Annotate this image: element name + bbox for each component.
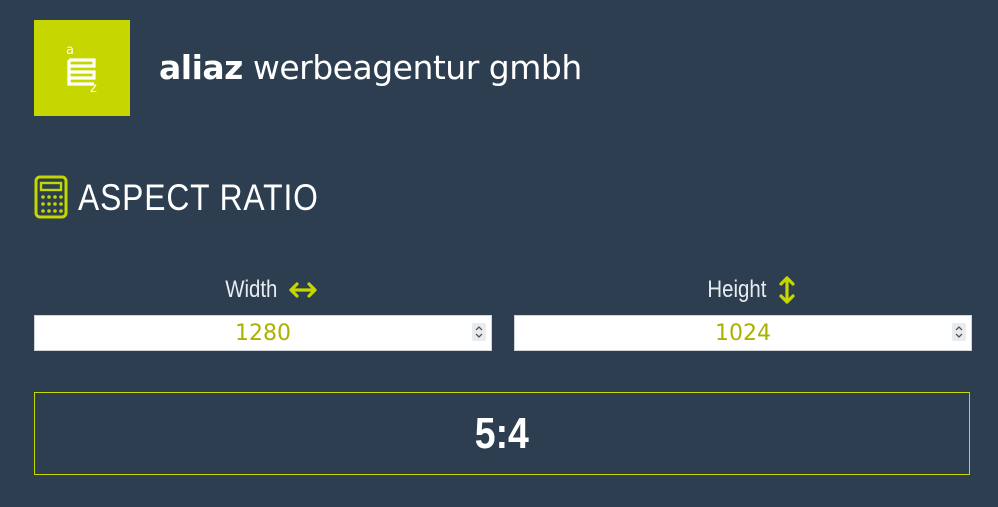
page-title: ASPECT RATIO: [78, 177, 319, 218]
height-spinner[interactable]: [952, 323, 966, 341]
height-input-wrapper: [514, 315, 972, 351]
spinner-arrows-icon: [955, 326, 963, 338]
brand-name-rest: werbeagentur gmbh: [242, 48, 582, 87]
width-input-wrapper: [34, 315, 492, 351]
aspect-ratio-result: 5:4: [474, 408, 530, 458]
height-input[interactable]: [515, 316, 971, 350]
svg-text:a: a: [66, 43, 74, 58]
brand-name-bold: aliaz: [159, 48, 243, 87]
svg-text:z: z: [90, 81, 97, 96]
horizontal-arrow-icon: [289, 282, 317, 298]
calculator-icon: [34, 175, 68, 219]
spinner-arrows-icon: [475, 326, 483, 338]
result-box: 5:4: [34, 392, 970, 475]
width-spinner[interactable]: [472, 323, 486, 341]
height-label-text: Height: [707, 276, 767, 303]
aliaz-logo-icon[interactable]: a z: [34, 20, 130, 116]
height-label: Height: [697, 274, 796, 306]
vertical-arrow-icon: [779, 276, 795, 304]
width-label: Width: [216, 274, 317, 306]
brand-name: aliaz werbeagentur gmbh: [159, 44, 582, 92]
width-input[interactable]: [35, 316, 491, 350]
width-label-text: Width: [225, 276, 278, 303]
